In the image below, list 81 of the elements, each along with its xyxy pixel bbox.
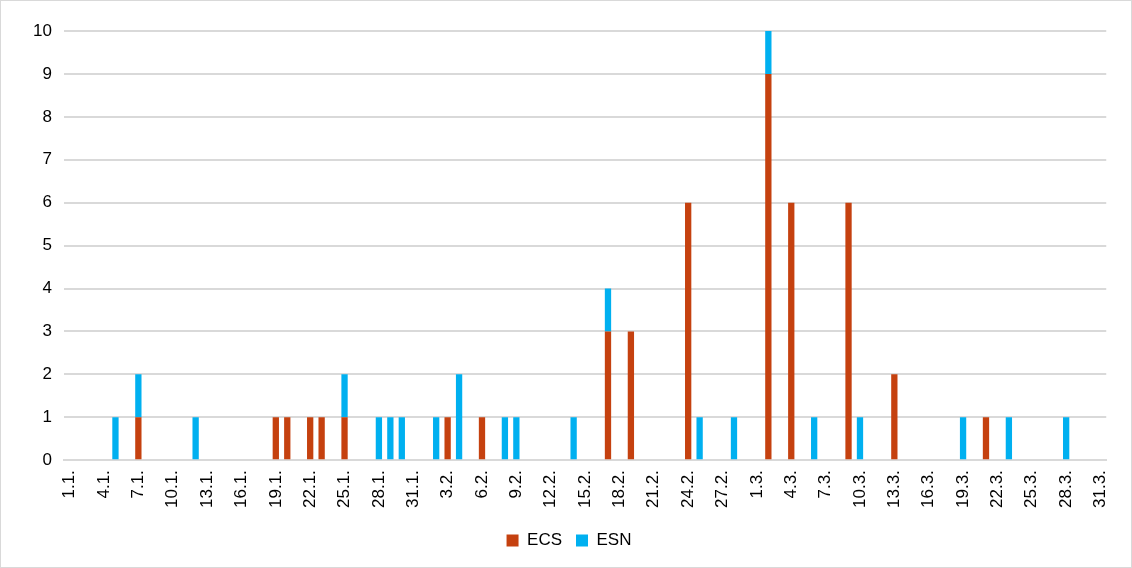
- bar: [730, 417, 738, 460]
- x-tick-label: 19.1.: [265, 470, 285, 508]
- bar: [455, 374, 463, 460]
- x-tick-label: 18.2.: [609, 470, 629, 508]
- x-tick-label: 16.1.: [231, 470, 251, 508]
- y-tick-label: 2: [42, 364, 52, 384]
- legend-label: ECS: [527, 530, 563, 550]
- x-tick-label: 4.3.: [780, 470, 800, 499]
- bar: [307, 417, 314, 460]
- x-tick-label: 22.1.: [299, 470, 319, 508]
- bar: [604, 331, 612, 460]
- bar: [341, 374, 348, 418]
- x-tick-label: 22.3.: [987, 470, 1007, 508]
- y-tick-label: 9: [42, 63, 52, 83]
- x-tick-label: 31.3.: [1090, 470, 1110, 508]
- x-tick-label: 25.1.: [334, 470, 354, 508]
- bar: [891, 374, 898, 460]
- bar: [284, 417, 291, 460]
- bar: [433, 417, 440, 460]
- x-tick-label: 16.3.: [918, 470, 938, 508]
- x-tick-label: 25.3.: [1021, 470, 1041, 508]
- y-tick-label: 8: [42, 106, 52, 126]
- x-tick-label: 31.1.: [402, 470, 422, 508]
- bar: [387, 417, 394, 460]
- bar: [604, 288, 612, 332]
- y-tick-label: 3: [42, 321, 52, 341]
- x-tick-label: 12.2.: [540, 470, 560, 508]
- x-tick-label: 28.3.: [1055, 470, 1075, 508]
- y-tick-label: 7: [42, 149, 52, 169]
- bar: [765, 73, 772, 460]
- x-tick-label: 7.1.: [128, 470, 148, 499]
- x-tick-label: 10.1.: [162, 470, 182, 508]
- bar: [135, 417, 142, 460]
- x-tick-label: 4.1.: [93, 470, 113, 499]
- y-tick-label: 4: [42, 278, 52, 298]
- bar: [272, 417, 279, 460]
- bar: [765, 31, 772, 74]
- x-tick-label: 6.2.: [471, 470, 491, 499]
- bar: [982, 417, 990, 460]
- bar: [135, 374, 142, 418]
- bar: [685, 202, 692, 460]
- y-tick-label: 1: [42, 406, 52, 426]
- bar: [513, 417, 520, 460]
- bar: [959, 417, 967, 460]
- bar: [375, 417, 383, 460]
- bar: [444, 417, 451, 460]
- x-tick-label: 28.1.: [368, 470, 388, 508]
- x-tick-label: 13.3.: [884, 470, 904, 508]
- x-tick-label: 1.3.: [746, 470, 766, 499]
- x-tick-label: 3.2.: [437, 470, 457, 499]
- x-tick-label: 24.2.: [677, 470, 697, 508]
- x-tick-label: 1.1.: [59, 470, 79, 499]
- bar: [856, 417, 864, 460]
- x-tick-label: 21.2.: [643, 470, 663, 508]
- x-tick-label: 9.2.: [506, 470, 526, 499]
- bar: [627, 331, 635, 460]
- bar: [1063, 417, 1070, 460]
- bar: [1005, 417, 1013, 460]
- y-tick-label: 5: [42, 235, 52, 255]
- y-tick-label: 10: [32, 20, 52, 40]
- bar: [570, 417, 577, 460]
- y-tick-label: 0: [42, 449, 52, 469]
- bar: [112, 417, 119, 460]
- bar: [845, 202, 852, 460]
- bar: [341, 417, 348, 460]
- bar: [788, 202, 795, 460]
- bar: [696, 417, 703, 460]
- x-tick-label: 10.3.: [849, 470, 869, 508]
- x-tick-label: 7.3.: [815, 470, 835, 499]
- x-tick-label: 13.1.: [196, 470, 216, 508]
- bar: [192, 417, 199, 460]
- bar: [478, 417, 486, 460]
- bar: [811, 417, 818, 460]
- y-tick-label: 6: [42, 192, 52, 212]
- bar: [398, 417, 405, 460]
- x-tick-label: 19.3.: [952, 470, 972, 508]
- bar: [318, 417, 325, 460]
- x-tick-label: 15.2.: [574, 470, 594, 508]
- legend-label: ESN: [596, 530, 632, 550]
- bar: [501, 417, 509, 460]
- x-tick-label: 27.2.: [712, 470, 732, 508]
